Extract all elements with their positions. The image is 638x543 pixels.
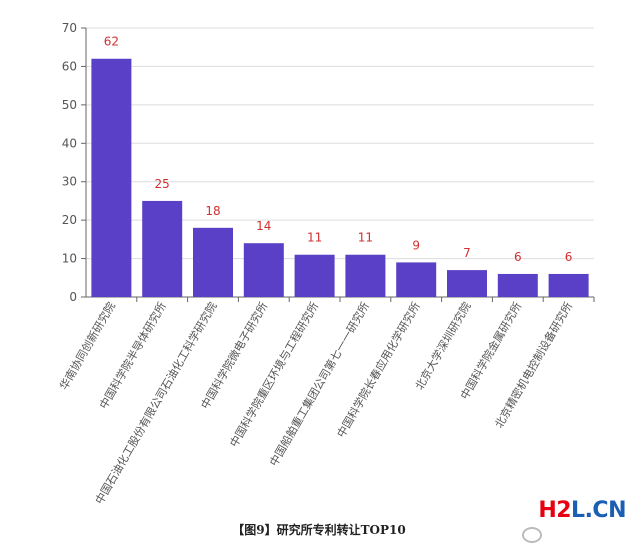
data-label: 25 bbox=[155, 177, 170, 191]
x-tick-labels: 华南协同创新研究院中国科学院半导体研究所中国石油化工股份有限公司石油化工科学研究… bbox=[56, 300, 575, 507]
watermark-two: 2 bbox=[556, 498, 572, 523]
chat-bubble-icon bbox=[522, 527, 542, 543]
bar bbox=[447, 270, 487, 297]
y-tick-labels: 0 10 20 30 40 50 60 70 bbox=[62, 21, 77, 304]
y-tick-label: 20 bbox=[62, 213, 77, 227]
data-label: 14 bbox=[256, 219, 271, 233]
figure-caption: 【图9】研究所专利转让TOP10 bbox=[232, 523, 406, 537]
y-tick-label: 40 bbox=[62, 136, 77, 150]
bar bbox=[396, 262, 437, 297]
data-label: 7 bbox=[463, 246, 471, 260]
data-label: 11 bbox=[358, 231, 373, 245]
y-tick-label: 50 bbox=[62, 98, 77, 112]
bar bbox=[142, 200, 183, 297]
y-tick-label: 60 bbox=[62, 59, 77, 73]
x-tick-label: 中国科学院长春应用化学研究所 bbox=[334, 300, 423, 440]
data-label: 62 bbox=[104, 35, 119, 49]
bars bbox=[91, 58, 589, 297]
y-tick-label: 0 bbox=[69, 290, 77, 304]
bar bbox=[497, 273, 538, 297]
x-tick-label: 中国科学院重区环境与工程研究所 bbox=[227, 300, 322, 450]
watermark-l: L bbox=[571, 498, 585, 523]
bar bbox=[193, 227, 233, 297]
bar bbox=[294, 254, 335, 297]
watermark-h: H bbox=[538, 498, 557, 523]
data-label: 11 bbox=[307, 231, 322, 245]
data-label: 6 bbox=[565, 250, 573, 264]
x-tick-label: 中国船舶重工集团公司第七一一研究所 bbox=[266, 300, 372, 469]
bar bbox=[345, 254, 386, 297]
data-label: 18 bbox=[205, 204, 220, 218]
bar bbox=[548, 273, 589, 297]
x-tick-label: 华南协同创新研究院 bbox=[56, 300, 118, 393]
bar bbox=[91, 58, 132, 297]
data-labels: 62 25 18 14 11 11 9 7 6 6 bbox=[104, 35, 573, 264]
watermark-logo: H2L.CN bbox=[538, 498, 626, 523]
y-tick-label: 70 bbox=[62, 21, 77, 35]
x-tick-label: 北京大学深圳研究院 bbox=[412, 300, 474, 393]
y-tick-label: 30 bbox=[62, 175, 77, 189]
bar bbox=[243, 243, 284, 297]
data-label: 9 bbox=[412, 238, 420, 252]
watermark-cn: .CN bbox=[584, 498, 627, 523]
data-label: 6 bbox=[514, 250, 522, 264]
y-tick-label: 10 bbox=[62, 252, 77, 266]
